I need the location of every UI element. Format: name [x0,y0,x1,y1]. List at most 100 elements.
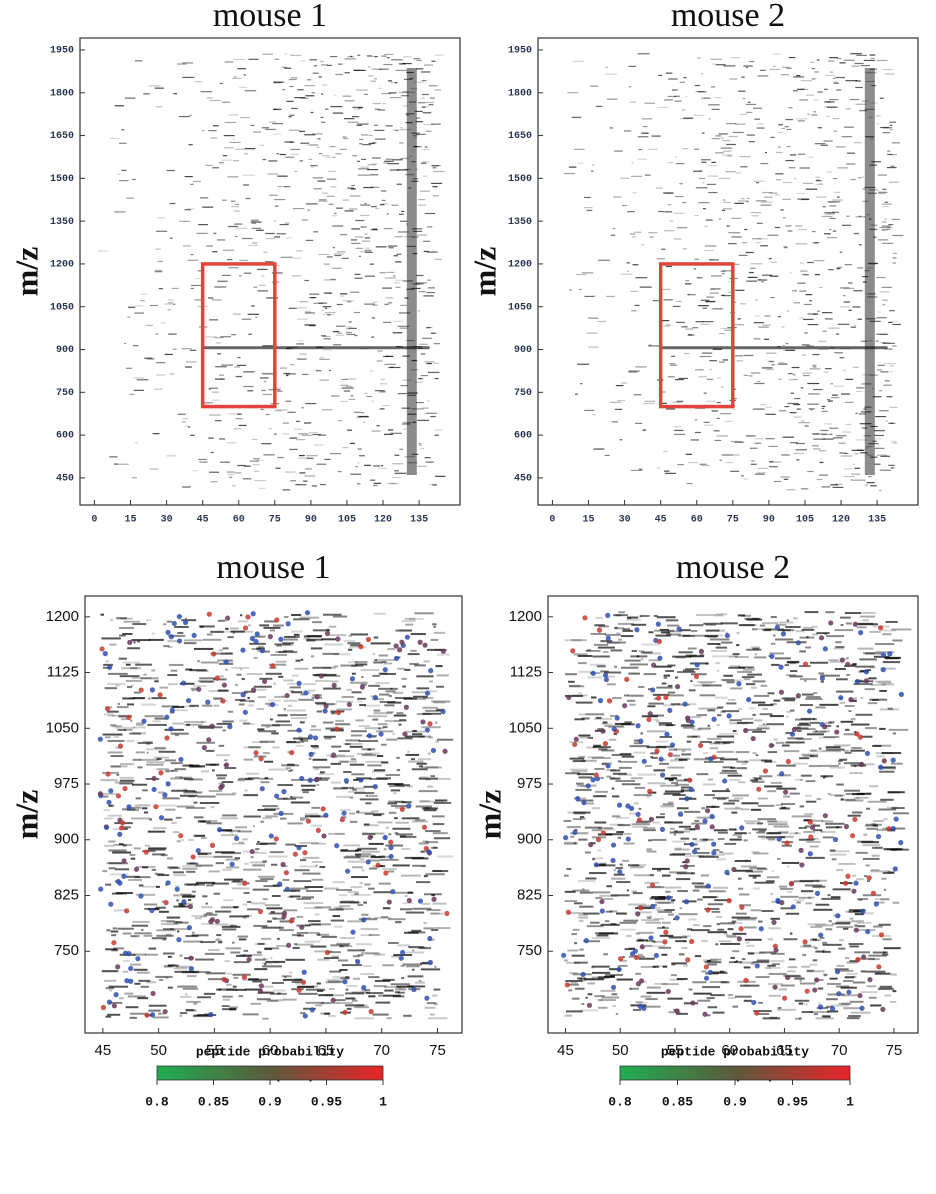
speck [224,135,235,136]
speck [863,858,879,860]
speck [745,618,760,620]
speck [121,874,126,879]
speck [336,208,343,209]
speck [879,410,889,411]
speck [393,275,395,276]
speck [674,434,685,435]
speck [296,988,301,993]
speck [739,893,749,895]
speck [373,485,378,486]
speck [300,301,308,302]
speck [781,807,786,809]
speck [751,263,763,264]
speck [149,1005,167,1007]
speck [715,135,721,136]
speck [440,709,445,714]
speck [757,818,775,820]
speck [373,784,378,789]
speck [425,778,431,780]
speck [127,647,140,649]
speck [791,393,794,394]
speck [666,724,674,726]
speck [301,407,303,408]
speck [329,204,334,205]
speck [754,181,765,182]
speck [258,876,275,878]
speck [671,782,678,784]
speck [104,825,109,830]
speck [374,125,378,126]
speck [588,347,599,348]
speck [635,277,647,278]
speck [835,646,844,648]
speck [243,625,248,630]
speck [714,829,728,831]
speck [150,305,158,306]
speck [410,650,416,652]
speck [637,938,642,940]
speck [328,1015,336,1017]
speck [834,83,839,84]
speck [285,887,290,892]
x-tick-label: 75 [727,515,739,526]
speck [257,728,264,730]
speck [284,636,296,638]
speck [701,874,709,876]
speck [592,807,600,809]
speck [759,775,772,777]
speck [182,896,195,898]
speck [696,91,704,92]
speck [343,138,348,139]
speck [335,720,344,722]
speck [325,773,335,775]
speck [412,969,414,971]
speck [884,995,891,997]
speck [592,966,610,968]
speck [300,817,307,819]
speck [827,171,832,172]
speck [198,459,207,460]
speck [731,812,737,814]
speck [195,278,200,279]
speck [607,683,616,685]
speck [789,675,802,677]
speck [806,95,814,96]
speck [719,940,732,942]
speck [869,997,877,999]
speck [804,332,807,333]
speck [645,175,651,176]
speck [778,1007,782,1009]
speck [424,1007,435,1009]
speck [277,176,287,177]
speck [319,201,328,202]
speck [419,776,428,778]
speck [253,287,257,288]
speck [888,224,893,225]
speck [299,925,304,930]
speck [306,890,323,892]
speck [348,649,352,651]
speck [206,903,208,905]
speck [880,98,884,99]
speck [610,910,618,912]
speck [770,893,773,895]
speck [639,808,642,810]
speck [141,719,146,724]
speck [433,195,439,196]
y-tick-label: 1200 [508,260,532,271]
speck [701,300,710,301]
speck [321,1002,339,1004]
speck [304,475,315,476]
speck [200,681,214,683]
speck [624,130,631,131]
speck [354,108,360,109]
speck [133,345,139,346]
speck [865,688,875,690]
speck [357,701,362,703]
speck [719,362,725,363]
speck [627,211,635,212]
speck [350,886,362,888]
speck [882,300,887,301]
speck [776,179,781,180]
speck [332,225,343,226]
